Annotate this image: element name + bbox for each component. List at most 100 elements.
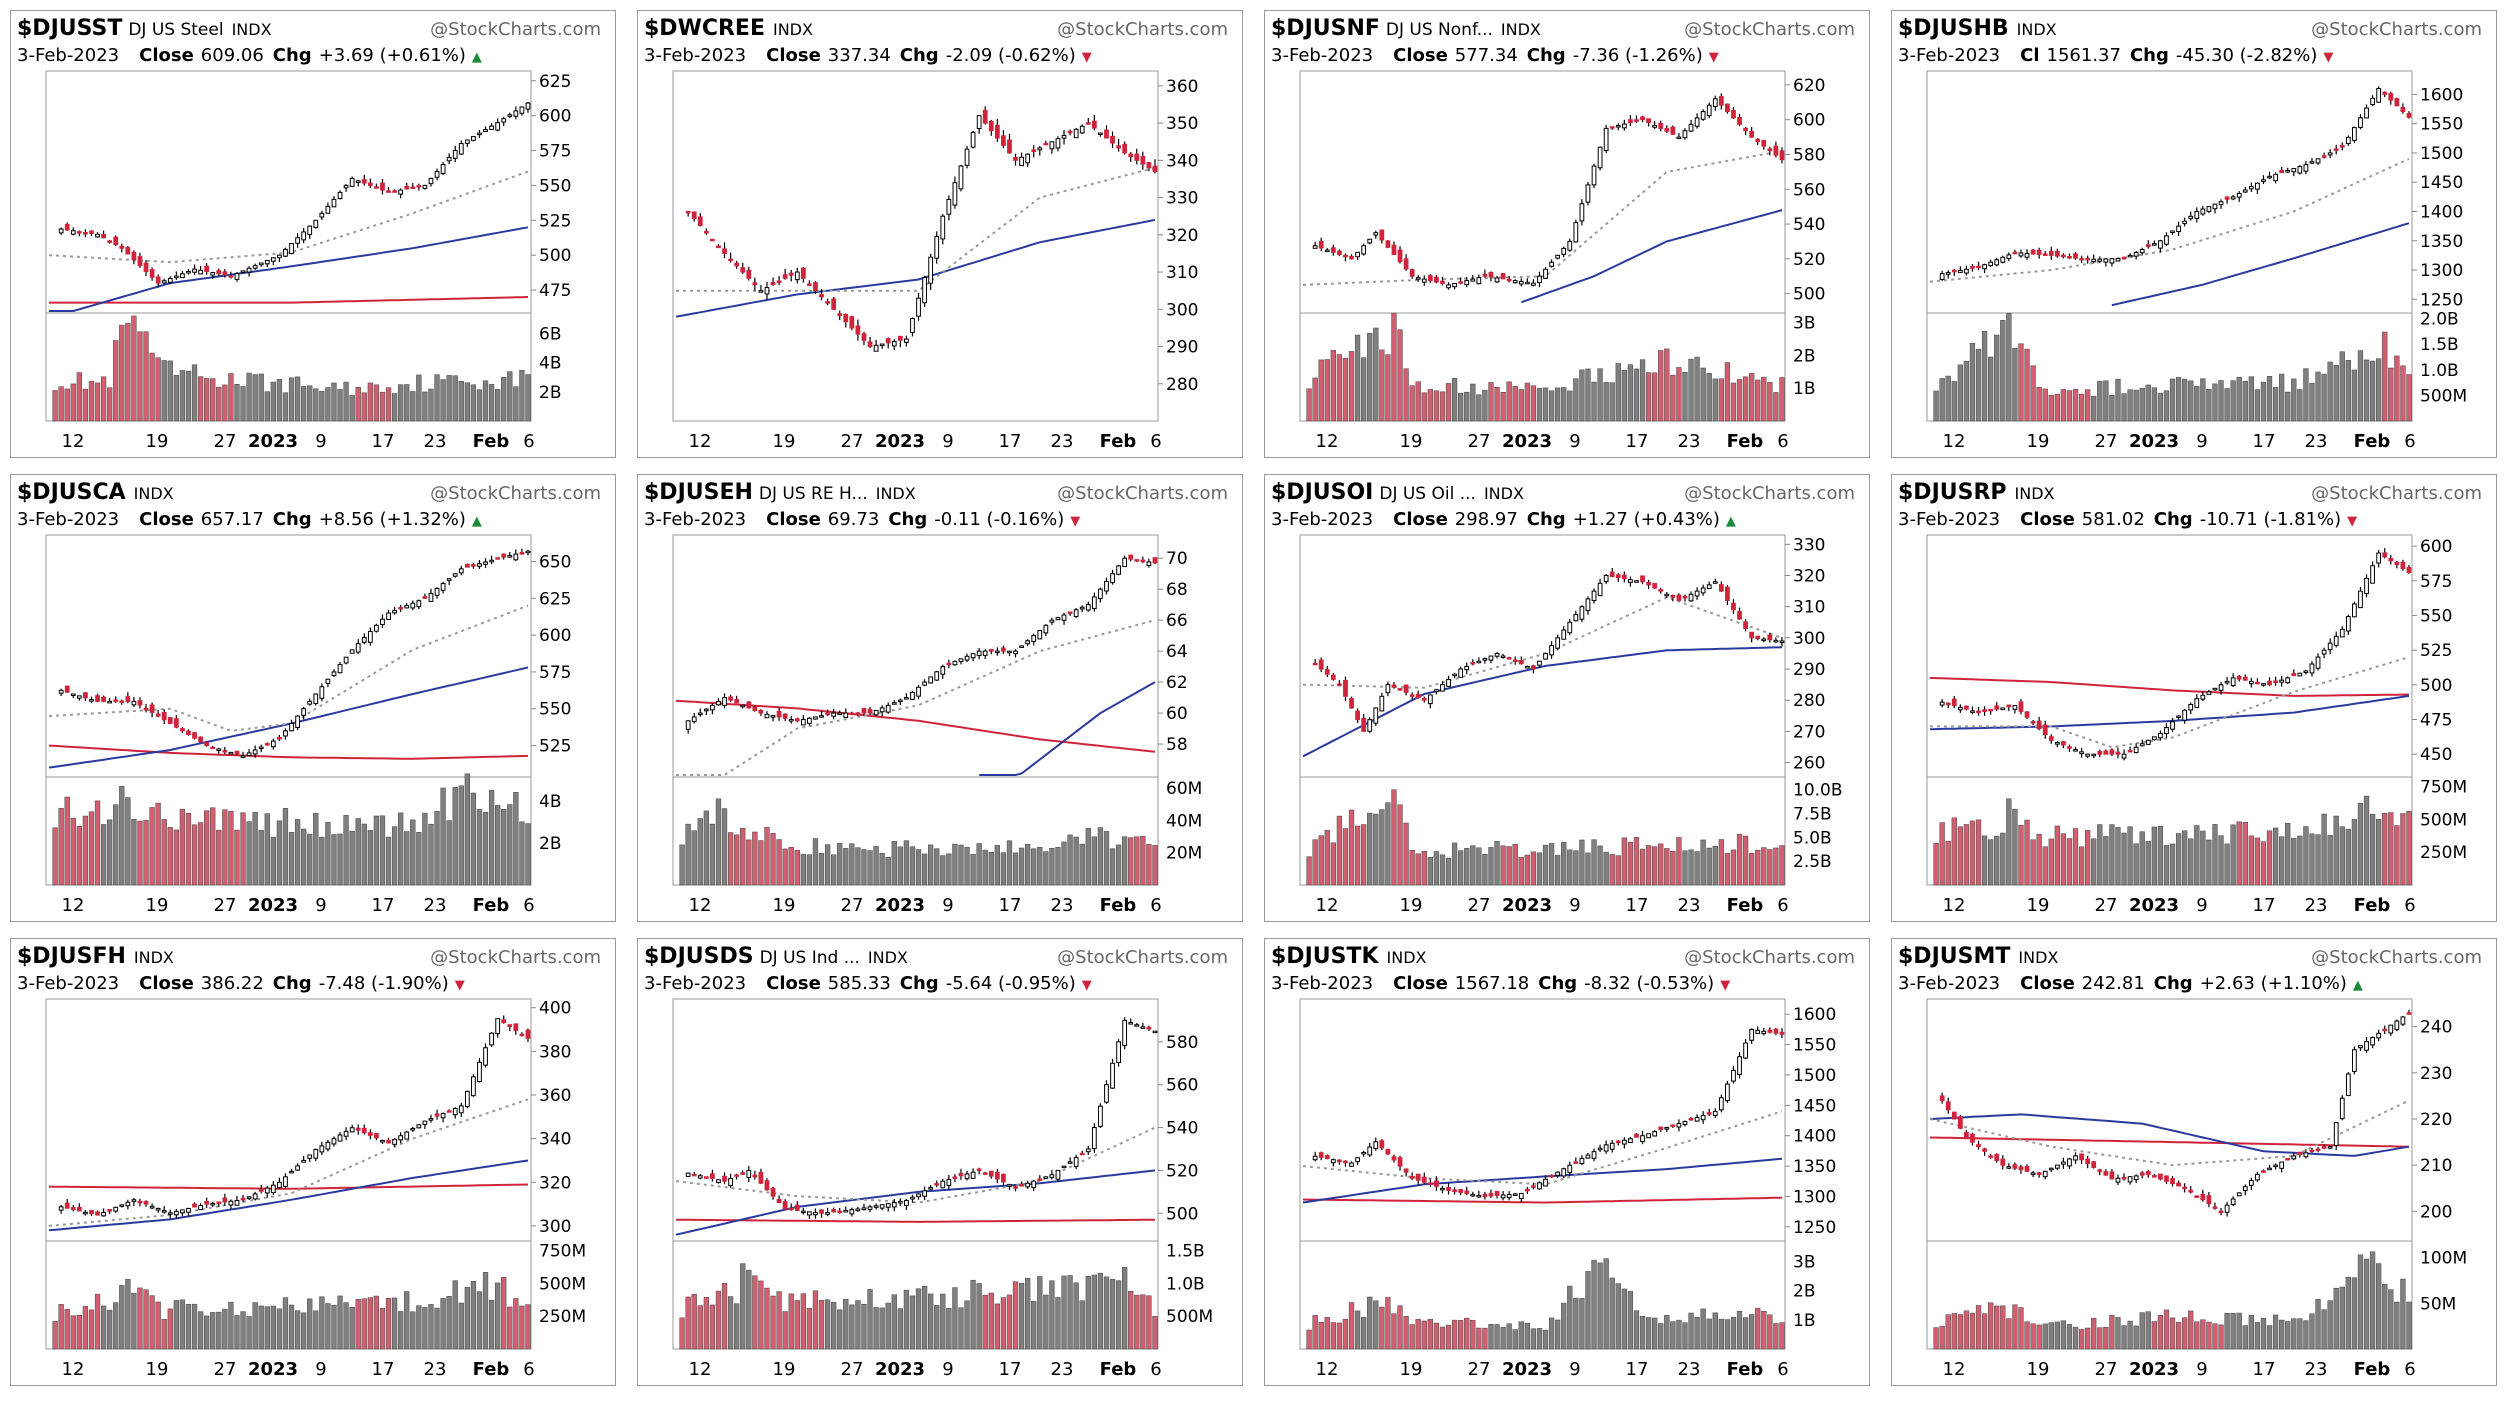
candle-body (458, 143, 464, 155)
volume-bar (1385, 354, 1391, 422)
index-name: DJ US Nonf... (1386, 20, 1493, 40)
candle-body (1122, 143, 1128, 154)
chart-panel-djuseh[interactable]: $DJUSEH DJ US RE H... INDX @StockCharts.com… (637, 474, 1243, 922)
chart-panel-djustk[interactable]: $DJUSTK INDX @StockCharts.com 3-Feb-2023 Clo… (1264, 938, 1870, 1386)
exchange: INDX (868, 948, 908, 967)
volume-tick-label: 40M (1166, 811, 1202, 831)
candle-body (64, 223, 70, 231)
candle-body (167, 1212, 173, 1215)
candle-body (137, 1200, 143, 1204)
volume-bar (2133, 389, 2139, 422)
volume-bar (197, 376, 204, 422)
price-tick-label: 1550 (1793, 1036, 1836, 1056)
volume-bar (1779, 845, 1785, 886)
volume-bar (2279, 836, 2285, 886)
volume-bar (1694, 1316, 1700, 1350)
chart-panel-djusst[interactable]: $DJUSST DJ US Steel INDX @StockCharts.com 3-… (10, 10, 616, 458)
x-axis-label: 2023 (248, 1359, 298, 1380)
chart-panel-djusnf[interactable]: $DJUSNF DJ US Nonf... INDX @StockCharts.com… (1264, 10, 1870, 458)
volume-bar (976, 1283, 982, 1350)
x-axis-label: Feb (473, 1359, 510, 1380)
price-tick-label: 260 (1793, 754, 1825, 774)
volume-bar (776, 1291, 782, 1350)
symbol-title: $DJUSFH INDX (17, 944, 174, 969)
candle-body (2279, 169, 2285, 173)
volume-bar (1031, 1301, 1037, 1350)
ma-50-line (979, 681, 1156, 776)
volume-bar (1585, 852, 1591, 886)
candle-body (2030, 721, 2036, 724)
volume-bar (82, 1306, 89, 1350)
close-value: 298.97 (1455, 509, 1518, 530)
x-axis-label: 9 (2196, 895, 2207, 916)
x-axis-label: 6 (523, 895, 534, 916)
candle-body (513, 1023, 519, 1031)
x-axis-label: 2023 (2129, 431, 2179, 452)
volume-bar (2333, 364, 2339, 422)
candle-body (1318, 1152, 1324, 1158)
volume-bar (818, 1300, 825, 1350)
chart-panel-djusfh[interactable]: $DJUSFH INDX @StockCharts.com 3-Feb-2023 Clo… (10, 938, 616, 1386)
candle-body (446, 578, 452, 581)
chart-panel-djusoi[interactable]: $DJUSOI DJ US Oil ... INDX @StockCharts.com… (1264, 474, 1870, 922)
chart-panel-djusca[interactable]: $DJUSCA INDX @StockCharts.com 3-Feb-2023 Clo… (10, 474, 616, 922)
volume-bar (831, 1301, 837, 1350)
chart-panel-dwcree[interactable]: $DWCREE INDX @StockCharts.com 3-Feb-2023 Clo… (637, 10, 1243, 458)
chart-panel-djushb[interactable]: $DJUSHB INDX @StockCharts.com 3-Feb-2023 Cl 1… (1891, 10, 2497, 458)
candle-body (2248, 186, 2254, 190)
candle-body (495, 557, 501, 560)
volume-bar (2406, 810, 2412, 886)
watermark: @StockCharts.com (430, 483, 601, 504)
candle-body (2273, 1164, 2278, 1168)
volume-bar (915, 1288, 922, 1350)
volume-bar (1658, 843, 1664, 886)
candle-body (740, 704, 746, 708)
volume-bar (143, 820, 149, 886)
candle-body (1330, 247, 1336, 253)
volume-bar (782, 1311, 788, 1350)
volume-bar (2151, 387, 2157, 422)
volume-bar (355, 818, 361, 886)
volume-bar (343, 815, 349, 886)
candle-body (458, 568, 464, 574)
candle-body (776, 1199, 782, 1204)
price-tick-label: 300 (539, 1217, 571, 1237)
candle-body (422, 596, 428, 599)
volume-bar (76, 1314, 82, 1350)
volume-bar (1403, 822, 1409, 886)
volume-bar (691, 1293, 697, 1350)
volume-bar (173, 1300, 179, 1350)
volume-bar (1621, 837, 1627, 886)
price-tick-label: 500 (1166, 1204, 1198, 1224)
volume-bar (2157, 392, 2164, 422)
volume-bar (452, 787, 458, 886)
volume-bar (1306, 1329, 1312, 1350)
volume-bar (507, 1306, 513, 1350)
x-axis-label: 6 (1777, 1359, 1788, 1380)
volume-tick-label: 2B (539, 834, 561, 854)
candle-body (107, 240, 113, 243)
x-axis-label: Feb (473, 895, 510, 916)
volume-bar (2048, 1322, 2054, 1350)
volume-bar (2018, 824, 2024, 886)
volume-bar (2406, 374, 2412, 422)
candle-body (2218, 201, 2224, 206)
volume-bar (2218, 1324, 2224, 1350)
candle-body (1725, 586, 1730, 601)
candle-body (434, 587, 440, 596)
candle-body (1615, 574, 1621, 579)
ma-50-line (48, 666, 529, 769)
volume-bar (1451, 1319, 1458, 1350)
candle-body (2097, 258, 2103, 262)
volume-bar (709, 823, 716, 886)
candle-body (434, 1113, 440, 1117)
price-tick-label: 240 (2420, 1018, 2452, 1038)
volume-bar (210, 1312, 216, 1350)
chart-panel-djusrp[interactable]: $DJUSRP INDX @StockCharts.com 3-Feb-2023 Clo… (1891, 474, 2497, 922)
candle-body (2267, 680, 2272, 686)
x-axis-label: 19 (146, 1359, 169, 1380)
volume-bar (2394, 825, 2400, 886)
chart-panel-djusds[interactable]: $DJUSDS DJ US Ind ... INDX @StockCharts.com… (637, 938, 1243, 1386)
chart-panel-djusmt[interactable]: $DJUSMT INDX @StockCharts.com 3-Feb-2023 Clo… (1891, 938, 2497, 1386)
volume-bar (1385, 802, 1391, 886)
